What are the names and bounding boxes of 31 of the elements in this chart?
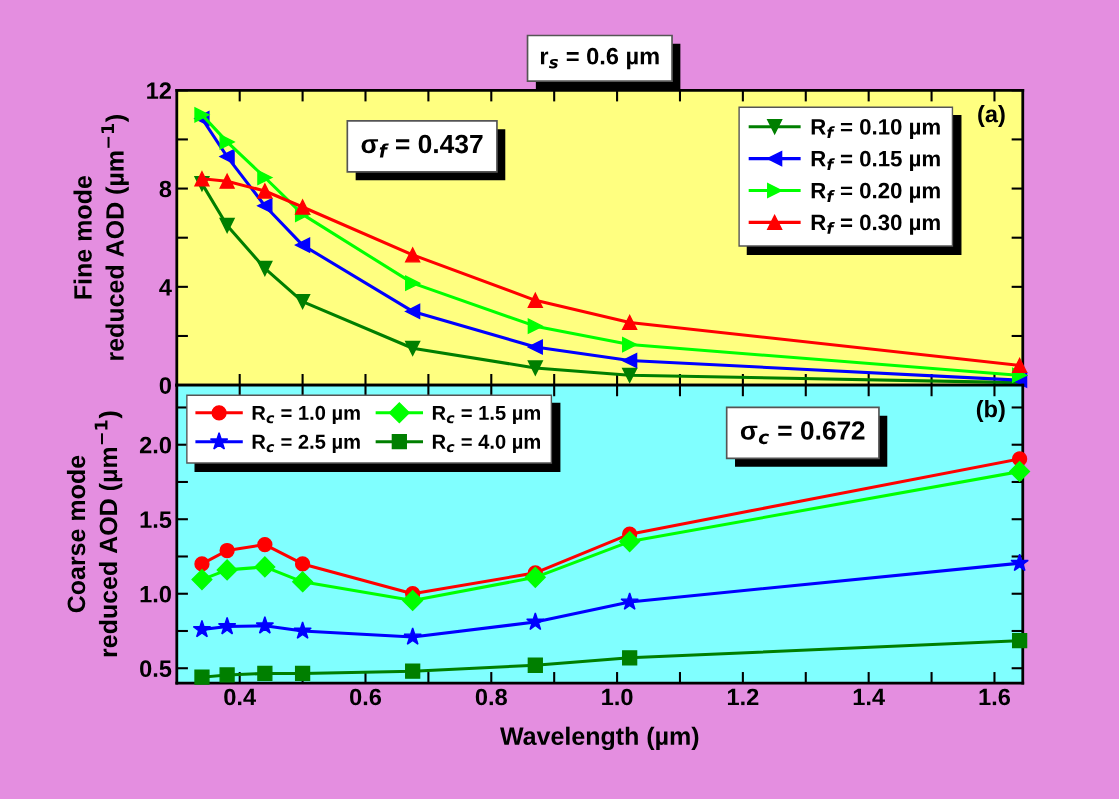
legend-label: R$_{c}$ = 2.5 µm	[252, 434, 360, 453]
legend-label: R$_{f}$ = 0.10 µm	[811, 118, 940, 140]
y-tick-label: 8	[159, 180, 172, 198]
x-axis-title: Wavelength (µm)	[500, 726, 699, 751]
annotation: (b)	[976, 400, 1005, 423]
y-tick-label: 0.5	[140, 660, 172, 678]
x-tick-label: 1.4	[853, 688, 885, 706]
x-tick-label: 1.0	[602, 688, 633, 706]
x-tick-label: 0.4	[224, 688, 256, 706]
y-tick-label: 4	[159, 279, 172, 296]
y-tick-label: 12	[147, 82, 171, 99]
legend-label: R$_{c}$ = 1.0 µm	[252, 405, 360, 424]
legend-label: R$_{c}$ = 4.0 µm	[432, 434, 541, 453]
y-tick-label: 0	[159, 377, 171, 394]
y-tick-label: 2.0	[139, 436, 171, 454]
x-tick-label: 0.8	[475, 688, 507, 706]
x-tick-label: 0.6	[350, 688, 382, 706]
y-axis-title: Coarse mode reduced AOD (µm$^{−1}$)	[66, 411, 123, 657]
text: r$_{s}$ = 0.6 µm	[540, 47, 659, 70]
legend-label: R$_{f}$ = 0.15 µm	[811, 150, 940, 171]
annotation: σ$_{f}$ = 0.437	[361, 134, 483, 158]
annotation: σ$_{c}$ = 0.672	[740, 421, 865, 445]
y-axis-title: Fine mode reduced AOD (µm$^{−1}$)	[73, 115, 129, 360]
y-tick-label: 1.0	[140, 585, 171, 603]
legend-label: R$_{c}$ = 1.5 µm	[432, 405, 541, 424]
legend-label: R$_{f}$ = 0.20 µm	[811, 182, 940, 203]
x-tick-label: 1.2	[727, 688, 759, 706]
legend-label: R$_{f}$ = 0.30 µm	[811, 214, 940, 235]
x-tick-label: 1.6	[979, 688, 1011, 706]
annotation: (a)	[978, 105, 1005, 128]
y-tick-label: 1.5	[140, 511, 172, 529]
